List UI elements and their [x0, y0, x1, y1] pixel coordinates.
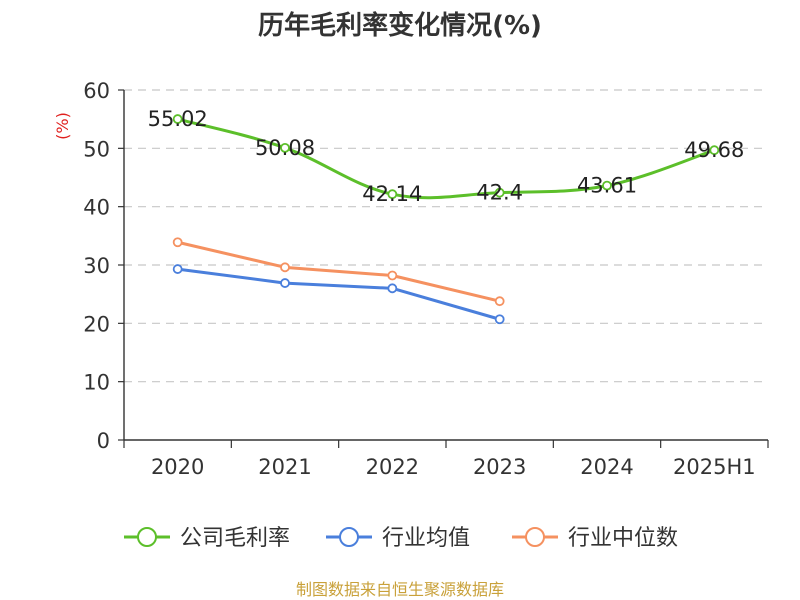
data-point-1-0	[172, 264, 183, 274]
grid	[124, 89, 768, 383]
data-label-0-4: 43.61	[577, 174, 637, 198]
legend-item-0: 公司毛利率	[124, 526, 290, 551]
legend-marker-1	[339, 527, 359, 547]
data-label-0-0: 55.02	[148, 107, 208, 131]
data-point-0-4	[602, 180, 612, 191]
data-point-1-2	[387, 283, 398, 294]
y-tick-label-60: 60	[83, 79, 110, 103]
data-point-2-2	[387, 270, 398, 281]
data-label-0-3: 42.4	[476, 181, 523, 205]
y-tick-label-20: 20	[83, 312, 110, 336]
legend-item-2: 行业中位数	[512, 526, 678, 551]
legend-item-1: 行业均值	[326, 526, 470, 551]
y-tick-label-40: 40	[83, 196, 110, 220]
y-tick-label-30: 30	[83, 254, 110, 278]
series-1	[172, 264, 505, 325]
data-point-0-0	[172, 114, 183, 124]
legend-marker-0	[137, 527, 157, 547]
y-axis-label: (%)	[53, 112, 72, 140]
data-point-0-1	[280, 142, 290, 153]
data-point-1-3	[494, 314, 505, 325]
data-label-0-5: 49.68	[684, 138, 744, 162]
legend-marker-2	[525, 527, 545, 547]
data-label-0-2: 42.14	[362, 182, 422, 206]
data-point-0-3	[494, 187, 505, 198]
x-tick-label-2022: 2022	[366, 455, 419, 479]
x-tick-label-2024: 2024	[580, 455, 633, 479]
series-line-0	[176, 117, 716, 200]
axes: 0 10 20 30 40 50 60 2020 2021 2022 2023 2024 2025H1	[83, 79, 769, 479]
series	[172, 114, 720, 325]
legend-label-1: 行业均值	[382, 526, 470, 551]
data-point-2-1	[280, 262, 290, 273]
x-tick-label-2021: 2021	[258, 455, 311, 479]
data-point-2-3	[494, 296, 505, 307]
series-line-2	[176, 240, 502, 303]
data-point-0-5	[709, 145, 720, 156]
data-label-0-1: 50.08	[255, 136, 315, 160]
x-tick-label-2023: 2023	[473, 455, 526, 479]
legend-label-0: 公司毛利率	[180, 526, 290, 551]
chart-title: 历年毛利率变化情况(%)	[258, 10, 542, 41]
y-tick-label-0: 0	[97, 429, 110, 453]
data-point-2-0	[172, 237, 183, 248]
data-point-0-2	[387, 189, 398, 200]
series-line-1	[176, 267, 502, 321]
x-tick-label-2020: 2020	[151, 455, 204, 479]
legend: 公司毛利率 行业均值 行业中位数	[124, 526, 678, 551]
x-tick-label-2025H1: 2025H1	[673, 455, 756, 479]
legend-label-2: 行业中位数	[568, 526, 678, 551]
source-note: 制图数据来自恒生聚源数据库	[296, 580, 504, 599]
data-point-1-1	[280, 278, 290, 288]
series-0	[172, 114, 720, 200]
series-2	[172, 237, 505, 307]
data-labels: 55.02 50.08 42.14 42.4 43.61 49.68	[148, 107, 745, 206]
y-tick-label-10: 10	[83, 371, 110, 395]
y-tick-label-50: 50	[83, 137, 110, 161]
